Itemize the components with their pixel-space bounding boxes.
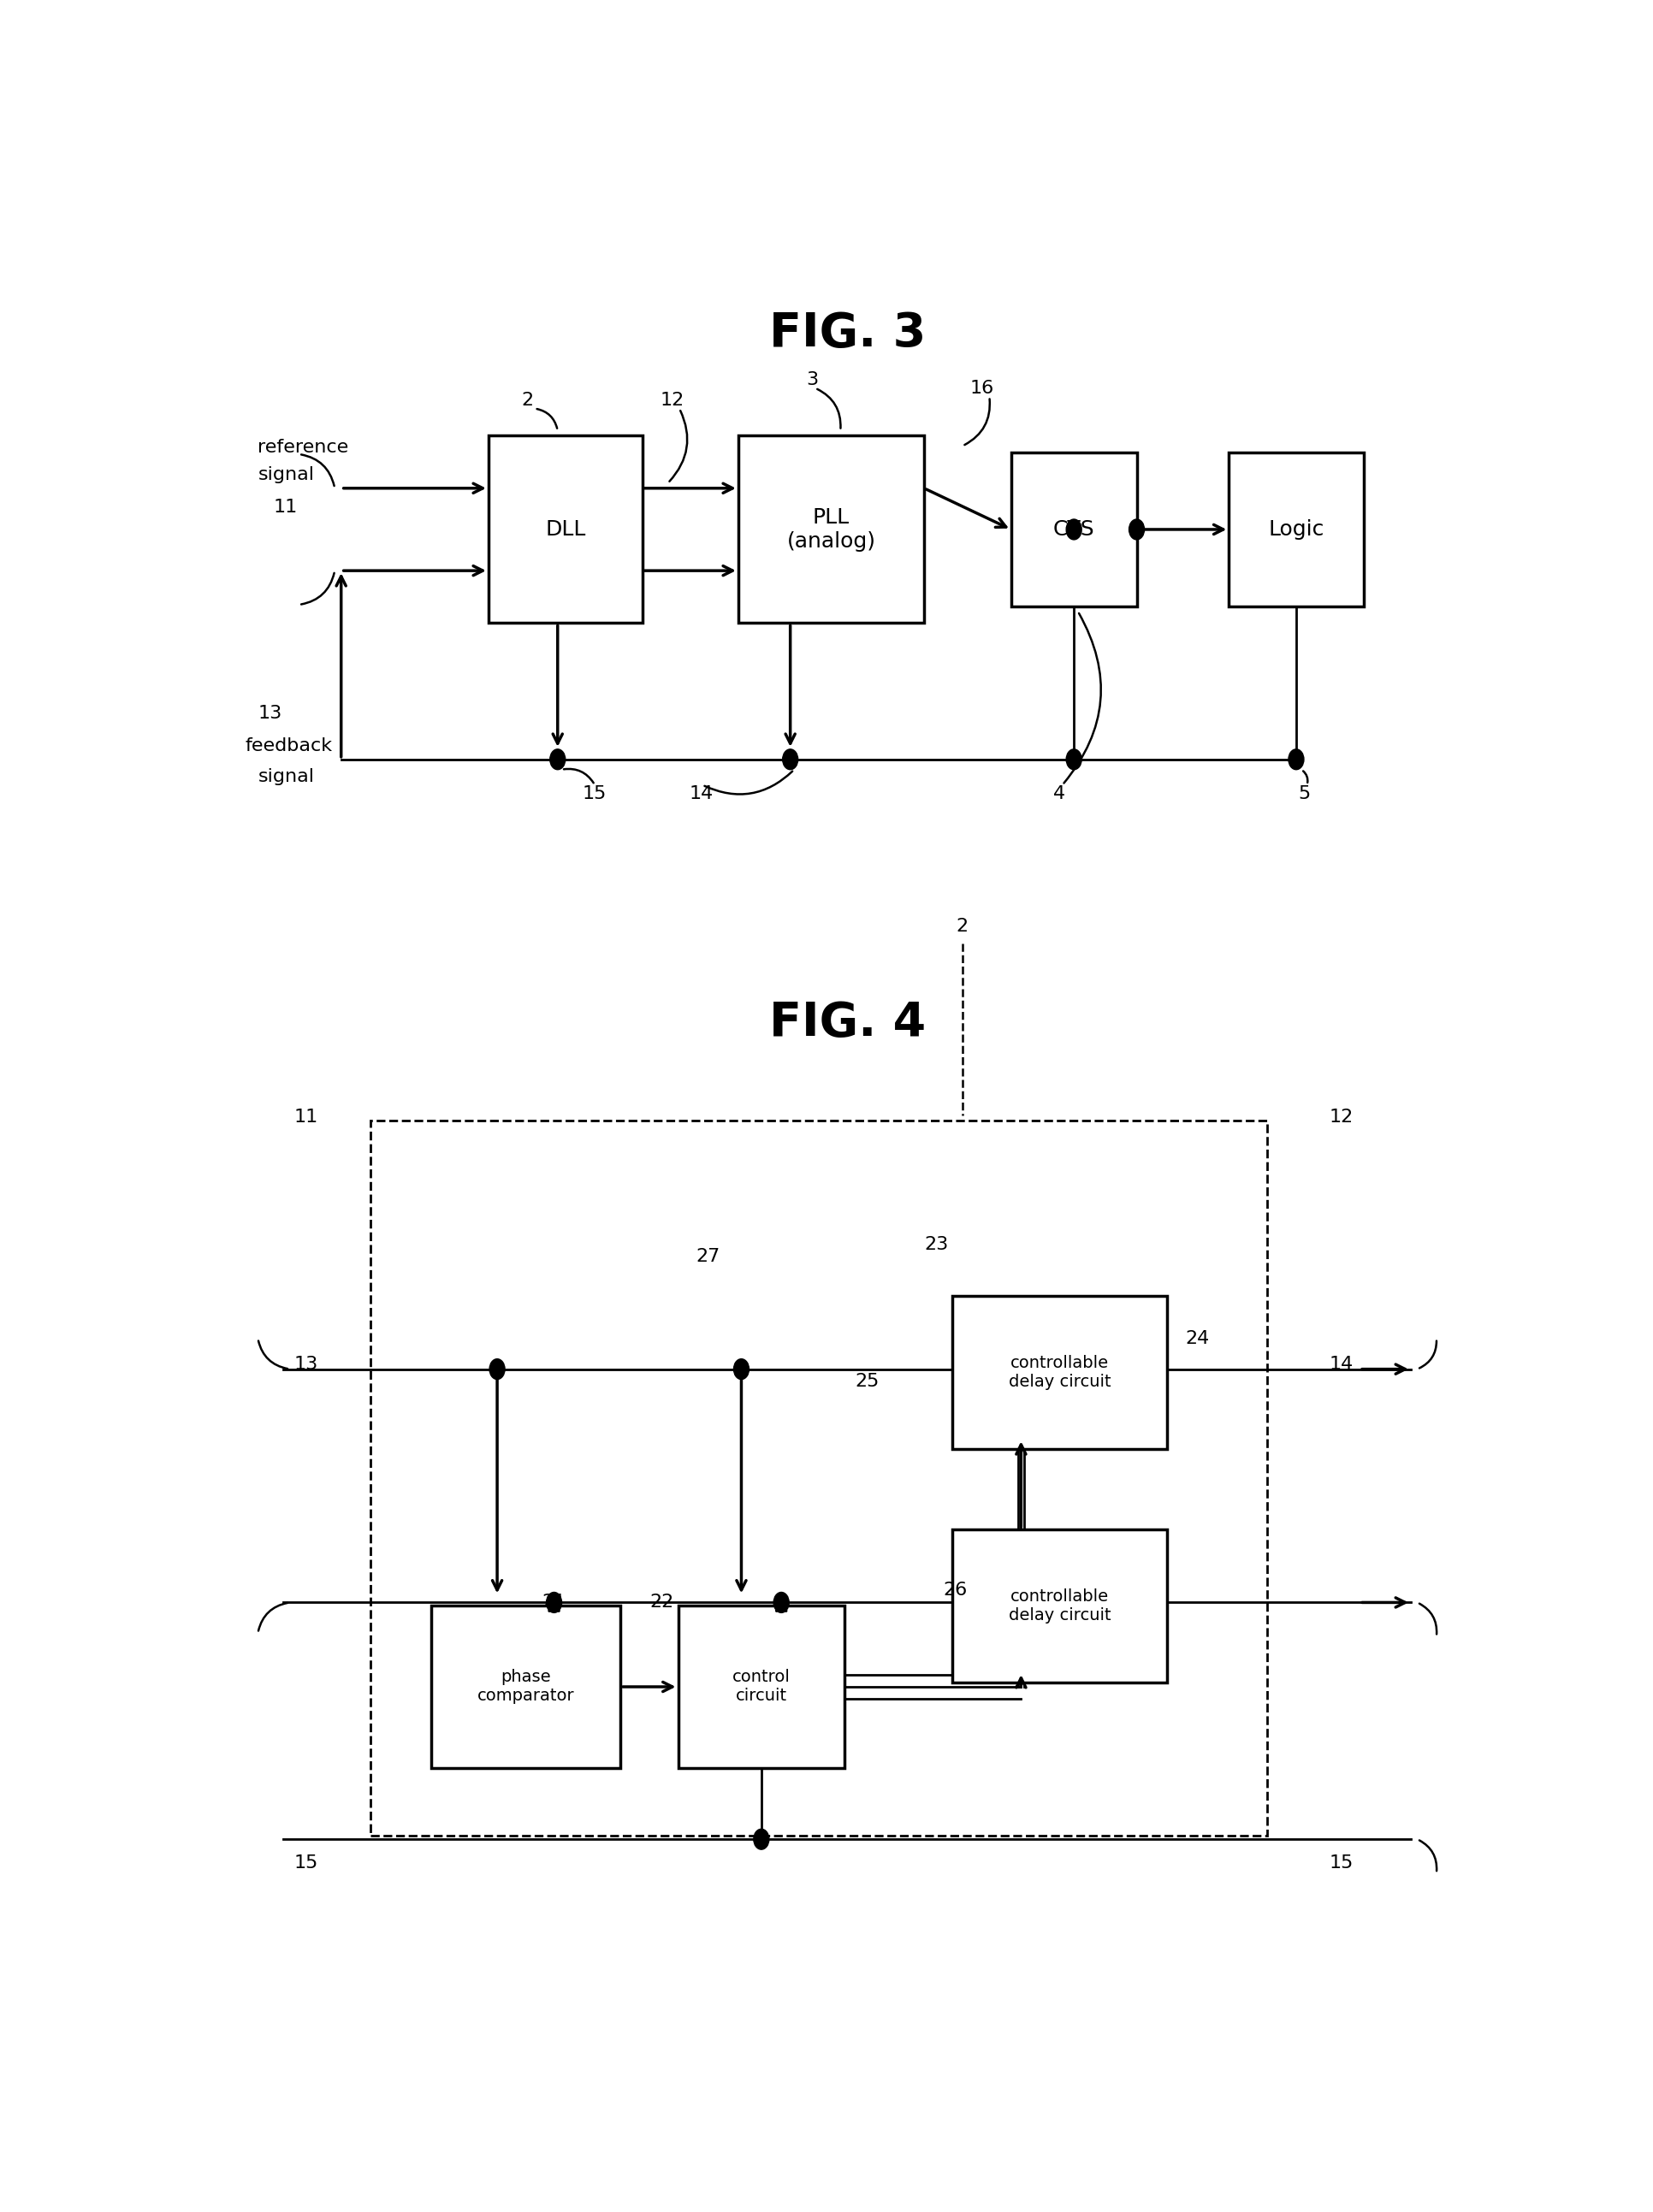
Text: controllable
delay circuit: controllable delay circuit bbox=[1008, 1588, 1111, 1624]
Text: FIG. 4: FIG. 4 bbox=[769, 1000, 926, 1046]
Text: CTS: CTS bbox=[1053, 520, 1094, 540]
Circle shape bbox=[547, 1593, 562, 1613]
Text: 2: 2 bbox=[957, 918, 969, 936]
Text: signal: signal bbox=[258, 768, 314, 785]
Text: 23: 23 bbox=[924, 1237, 949, 1254]
Text: FIG. 3: FIG. 3 bbox=[769, 310, 926, 356]
Text: 14: 14 bbox=[689, 785, 714, 803]
Circle shape bbox=[1129, 520, 1144, 540]
Text: phase
comparator: phase comparator bbox=[478, 1670, 574, 1703]
Text: reference: reference bbox=[258, 440, 349, 456]
Text: 15: 15 bbox=[1329, 1854, 1354, 1871]
Circle shape bbox=[774, 1593, 788, 1613]
Text: Logic: Logic bbox=[1268, 520, 1324, 540]
Circle shape bbox=[782, 750, 798, 770]
Text: 12: 12 bbox=[1329, 1108, 1354, 1126]
Bar bbox=[739, 436, 924, 624]
Circle shape bbox=[734, 1358, 749, 1380]
Text: 13: 13 bbox=[258, 706, 283, 721]
Circle shape bbox=[1066, 750, 1081, 770]
Text: signal: signal bbox=[258, 467, 314, 484]
Circle shape bbox=[754, 1829, 769, 1849]
Bar bbox=[678, 1606, 845, 1767]
Text: controllable
delay circuit: controllable delay circuit bbox=[1008, 1356, 1111, 1389]
Bar bbox=[1228, 453, 1364, 606]
Bar bbox=[1012, 453, 1137, 606]
Bar bbox=[370, 1121, 1268, 1836]
Bar bbox=[431, 1606, 620, 1767]
Text: 24: 24 bbox=[1185, 1329, 1210, 1347]
Bar bbox=[952, 1528, 1167, 1683]
Text: DLL: DLL bbox=[545, 520, 585, 540]
Text: 5: 5 bbox=[1298, 785, 1311, 803]
Text: 2: 2 bbox=[522, 392, 534, 409]
Circle shape bbox=[489, 1358, 504, 1380]
Circle shape bbox=[1066, 520, 1081, 540]
Circle shape bbox=[1288, 750, 1304, 770]
Bar bbox=[952, 1296, 1167, 1449]
Circle shape bbox=[550, 750, 565, 770]
Text: 22: 22 bbox=[650, 1595, 674, 1610]
Text: control
circuit: control circuit bbox=[732, 1670, 790, 1703]
Text: feedback: feedback bbox=[245, 737, 332, 754]
Text: 25: 25 bbox=[855, 1371, 879, 1389]
Text: 15: 15 bbox=[294, 1854, 317, 1871]
Text: 4: 4 bbox=[1053, 785, 1066, 803]
Text: 13: 13 bbox=[294, 1356, 317, 1374]
Text: 3: 3 bbox=[807, 372, 818, 387]
Text: 11: 11 bbox=[273, 498, 298, 515]
Text: 14: 14 bbox=[1329, 1356, 1354, 1374]
Text: 16: 16 bbox=[970, 380, 995, 396]
Text: 12: 12 bbox=[660, 392, 684, 409]
Text: 21: 21 bbox=[542, 1595, 567, 1610]
Text: 27: 27 bbox=[696, 1248, 721, 1265]
Text: 11: 11 bbox=[294, 1108, 317, 1126]
Text: 15: 15 bbox=[582, 785, 607, 803]
Text: 26: 26 bbox=[944, 1582, 967, 1599]
Text: PLL
(analog): PLL (analog) bbox=[787, 507, 876, 551]
Bar bbox=[489, 436, 641, 624]
